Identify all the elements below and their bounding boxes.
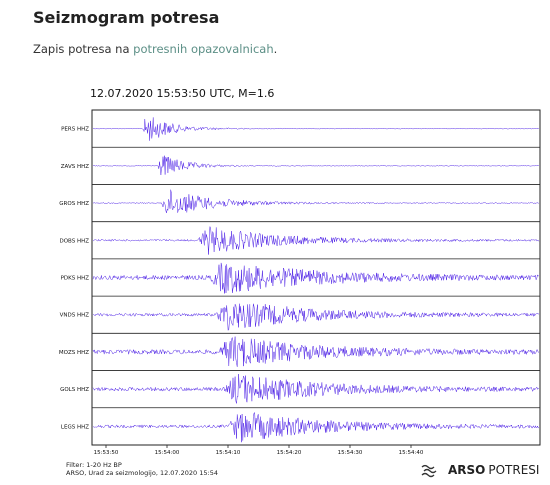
x-tick-label: 15:54:40 [399, 450, 424, 456]
filter-text: Filter: 1-20 Hz BP [66, 461, 122, 469]
page-title: Seizmogram potresa [33, 8, 220, 27]
trace-legs-hhz [92, 411, 539, 443]
station-label: MOZS HHZ [59, 350, 89, 356]
x-tick-label: 15:54:00 [155, 450, 180, 456]
intro-text: Zapis potresa na [33, 42, 134, 56]
x-tick-label: 15:53:50 [94, 450, 119, 456]
trace-pers-hhz [92, 117, 539, 141]
x-tick-label: 15:54:10 [216, 450, 241, 456]
station-label: DOBS HHZ [59, 238, 89, 244]
station-label: VNDS HHZ [60, 313, 90, 319]
station-label: PERS HHZ [61, 127, 89, 133]
arso-brand[interactable]: ARSO POTRESI [420, 462, 539, 478]
trace-pdks-hhz [92, 262, 539, 294]
station-label: GROS HHZ [59, 201, 89, 207]
trace-gols-hhz [92, 374, 539, 404]
source-text: ARSO, Urad za seizmologijo, 12.07.2020 1… [66, 469, 218, 477]
brand-name-bold: ARSO [448, 463, 486, 477]
seismogram-frame [91, 109, 541, 446]
trace-mozs-hhz [92, 336, 540, 367]
x-tick-label: 15:54:20 [277, 450, 302, 456]
stations-link[interactable]: potresnih opazovalnicah [133, 42, 274, 56]
station-label: GOLS HHZ [60, 387, 89, 393]
trace-dobs-hhz [92, 225, 540, 255]
station-label: ZAVS HHZ [61, 164, 89, 170]
intro-paragraph: Zapis potresa na potresnih opazovalnicah… [33, 42, 277, 56]
seismogram-header: 12.07.2020 15:53:50 UTC, M=1.6 [90, 87, 275, 100]
brand-name-light: POTRESI [488, 463, 540, 477]
x-tick-label: 15:54:30 [338, 450, 363, 456]
trace-zavs-hhz [92, 155, 539, 176]
station-label: PDKS HHZ [61, 276, 90, 282]
footer-note: Filter: 1-20 Hz BP ARSO, Urad za seizmol… [66, 461, 218, 477]
trace-gros-hhz [92, 189, 540, 213]
intro-end: . [273, 42, 278, 56]
trace-vnds-hhz [92, 303, 540, 331]
arso-logo-icon [421, 464, 437, 478]
station-label: LEGS HHZ [61, 424, 89, 430]
